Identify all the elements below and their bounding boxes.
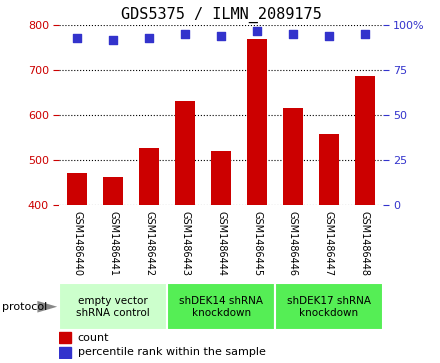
Text: GSM1486447: GSM1486447 [324, 211, 334, 277]
Bar [59, 283, 167, 330]
Bar [167, 283, 275, 330]
Text: GSM1486446: GSM1486446 [288, 211, 298, 276]
Bar [139, 148, 159, 363]
Bar [103, 177, 123, 363]
Bar [283, 107, 303, 363]
Text: percentile rank within the sample: percentile rank within the sample [77, 347, 265, 358]
Text: GSM1486443: GSM1486443 [180, 211, 190, 276]
Bar [211, 151, 231, 363]
Bar [247, 39, 267, 363]
Text: protocol: protocol [2, 302, 48, 312]
Bar [319, 134, 339, 363]
Text: GSM1486445: GSM1486445 [252, 211, 262, 277]
Point [253, 28, 260, 34]
Bar [59, 333, 71, 343]
Text: shDEK14 shRNA
knockdown: shDEK14 shRNA knockdown [179, 296, 263, 318]
Point [361, 32, 368, 37]
Bar [59, 347, 71, 358]
Text: empty vector
shRNA control: empty vector shRNA control [77, 296, 150, 318]
Bar [175, 101, 195, 363]
Point [182, 32, 189, 37]
Text: shDEK17 shRNA
knockdown: shDEK17 shRNA knockdown [287, 296, 371, 318]
Title: GDS5375 / ILMN_2089175: GDS5375 / ILMN_2089175 [121, 7, 322, 23]
Bar [67, 173, 87, 363]
Text: GSM1486441: GSM1486441 [108, 211, 118, 276]
Point [326, 33, 333, 39]
Point [290, 32, 297, 37]
Point [74, 35, 81, 41]
Point [218, 33, 225, 39]
Text: GSM1486448: GSM1486448 [360, 211, 370, 276]
Text: count: count [77, 333, 109, 343]
Point [146, 35, 153, 41]
Bar [355, 76, 375, 363]
Text: GSM1486442: GSM1486442 [144, 211, 154, 277]
Text: GSM1486444: GSM1486444 [216, 211, 226, 276]
Text: GSM1486440: GSM1486440 [72, 211, 82, 276]
Polygon shape [37, 301, 57, 313]
Point [110, 37, 117, 43]
Bar [275, 283, 383, 330]
